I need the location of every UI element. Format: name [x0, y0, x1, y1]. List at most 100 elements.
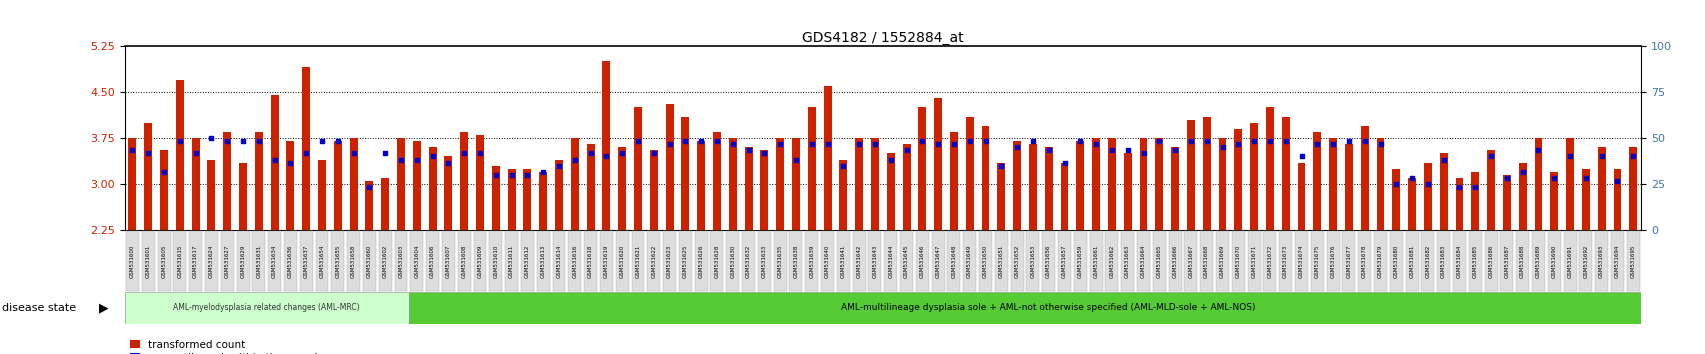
- Text: GSM531636: GSM531636: [288, 244, 293, 278]
- FancyBboxPatch shape: [1405, 232, 1419, 291]
- Text: GSM531675: GSM531675: [1315, 244, 1320, 278]
- Bar: [208, 160, 215, 230]
- Bar: [1487, 150, 1494, 230]
- Text: GSM531671: GSM531671: [1251, 244, 1257, 278]
- Bar: [728, 138, 737, 230]
- Point: [987, 163, 1014, 169]
- Text: GSM531654: GSM531654: [319, 244, 324, 278]
- FancyBboxPatch shape: [994, 232, 1008, 291]
- Text: GSM531693: GSM531693: [1598, 244, 1603, 278]
- Point: [1587, 154, 1615, 159]
- Text: GSM531619: GSM531619: [604, 244, 609, 278]
- FancyBboxPatch shape: [774, 232, 786, 291]
- FancyBboxPatch shape: [252, 232, 266, 291]
- Text: GSM531620: GSM531620: [619, 244, 624, 278]
- Point: [309, 138, 336, 144]
- Text: GSM531680: GSM531680: [1393, 244, 1398, 278]
- Bar: [223, 132, 232, 230]
- Text: GSM531687: GSM531687: [1504, 244, 1509, 278]
- Text: GSM531672: GSM531672: [1267, 244, 1272, 278]
- Bar: [902, 144, 910, 230]
- Point: [1492, 175, 1519, 181]
- Bar: [1376, 138, 1384, 230]
- Text: GSM531656: GSM531656: [1045, 244, 1050, 278]
- Bar: [824, 86, 830, 230]
- Text: GSM531660: GSM531660: [367, 244, 372, 278]
- Point: [182, 150, 210, 156]
- FancyBboxPatch shape: [1105, 232, 1118, 291]
- Text: disease state: disease state: [2, 303, 75, 313]
- Text: ▶: ▶: [99, 302, 109, 314]
- Text: GSM531646: GSM531646: [919, 244, 924, 278]
- FancyBboxPatch shape: [1357, 232, 1371, 291]
- Point: [1318, 141, 1345, 147]
- Text: GSM531649: GSM531649: [967, 244, 972, 278]
- Bar: [680, 116, 689, 230]
- FancyBboxPatch shape: [742, 232, 755, 291]
- Point: [435, 160, 462, 165]
- FancyBboxPatch shape: [946, 232, 960, 291]
- Text: GSM531638: GSM531638: [793, 244, 798, 278]
- Point: [1003, 144, 1030, 150]
- Point: [735, 148, 762, 153]
- Point: [1446, 184, 1473, 190]
- Bar: [1598, 147, 1604, 230]
- Point: [246, 138, 273, 144]
- Bar: [1217, 138, 1226, 230]
- FancyBboxPatch shape: [300, 232, 312, 291]
- FancyBboxPatch shape: [868, 232, 881, 291]
- Text: GSM531623: GSM531623: [667, 244, 672, 278]
- Text: GSM531659: GSM531659: [1078, 244, 1083, 278]
- Point: [846, 141, 873, 147]
- Bar: [917, 107, 926, 230]
- Bar: [1565, 138, 1574, 230]
- Text: GSM531662: GSM531662: [1108, 244, 1113, 278]
- Point: [1224, 141, 1251, 147]
- FancyBboxPatch shape: [205, 232, 218, 291]
- Bar: [1313, 132, 1320, 230]
- Point: [1572, 175, 1599, 181]
- Text: GSM531666: GSM531666: [1171, 244, 1176, 278]
- Text: GSM531663: GSM531663: [1125, 244, 1130, 278]
- Text: GSM531683: GSM531683: [1441, 244, 1446, 278]
- FancyBboxPatch shape: [363, 232, 375, 291]
- FancyBboxPatch shape: [1246, 232, 1260, 291]
- Text: GSM531653: GSM531653: [1030, 244, 1035, 278]
- Bar: [1107, 138, 1115, 230]
- FancyBboxPatch shape: [646, 232, 660, 291]
- Text: GSM531637: GSM531637: [303, 244, 309, 278]
- Title: GDS4182 / 1552884_at: GDS4182 / 1552884_at: [801, 31, 963, 45]
- Point: [1113, 148, 1141, 153]
- Point: [1098, 148, 1125, 153]
- FancyBboxPatch shape: [157, 232, 170, 291]
- Point: [1366, 141, 1393, 147]
- Point: [465, 150, 493, 156]
- Text: GSM531630: GSM531630: [730, 244, 735, 278]
- Point: [135, 150, 162, 156]
- FancyBboxPatch shape: [1342, 232, 1354, 291]
- Bar: [602, 61, 610, 230]
- Text: GSM531628: GSM531628: [714, 244, 720, 278]
- Bar: [665, 104, 673, 230]
- Point: [1255, 138, 1282, 144]
- Point: [624, 138, 651, 144]
- Bar: [334, 141, 341, 230]
- Bar: [760, 150, 767, 230]
- FancyBboxPatch shape: [1483, 232, 1497, 291]
- Bar: [1202, 116, 1211, 230]
- Bar: [713, 132, 721, 230]
- Text: GSM531622: GSM531622: [651, 244, 656, 278]
- Bar: [445, 156, 452, 230]
- Bar: [697, 141, 704, 230]
- Bar: [1154, 138, 1163, 230]
- FancyBboxPatch shape: [631, 232, 644, 291]
- Point: [339, 150, 367, 156]
- Bar: [302, 68, 310, 230]
- Bar: [997, 162, 1004, 230]
- Bar: [1424, 162, 1430, 230]
- FancyBboxPatch shape: [1153, 232, 1165, 291]
- FancyBboxPatch shape: [126, 232, 138, 291]
- Bar: [1091, 138, 1100, 230]
- Bar: [145, 123, 152, 230]
- Text: GSM531689: GSM531689: [1534, 244, 1540, 278]
